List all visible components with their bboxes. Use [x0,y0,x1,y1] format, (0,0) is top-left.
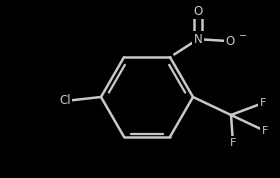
Text: N: N [194,33,202,46]
Text: F: F [260,98,266,108]
Text: O: O [193,5,203,18]
Text: −: − [239,31,247,41]
Text: Cl: Cl [59,95,71,108]
Text: F: F [230,138,236,148]
Text: O: O [225,35,235,48]
Text: F: F [262,126,268,136]
